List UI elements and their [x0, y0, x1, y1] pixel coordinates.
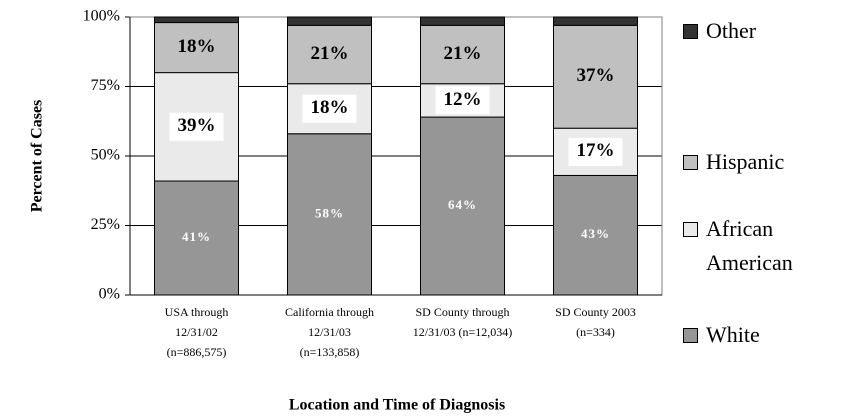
- data-label: 43%: [581, 226, 610, 241]
- x-tick-label: (n=886,575): [167, 345, 227, 359]
- bar-segment: [154, 180, 239, 296]
- legend-label: Other: [706, 18, 757, 43]
- legend-item: Other: [683, 14, 858, 48]
- x-tick-label: 12/31/03 (n=12,034): [413, 325, 512, 339]
- legend-swatch: [683, 24, 698, 39]
- data-label: 64%: [448, 197, 477, 212]
- bar-segment: [553, 16, 638, 26]
- x-tick-label: 12/31/02: [175, 325, 218, 339]
- legend-swatch: [683, 155, 698, 170]
- data-label: 41%: [182, 229, 211, 244]
- y-axis-title: Percent of Cases: [29, 100, 46, 213]
- data-label: 21%: [444, 43, 482, 64]
- data-label: 58%: [315, 205, 344, 220]
- data-label: 39%: [178, 115, 216, 136]
- legend-swatch: [683, 328, 698, 343]
- label-box: [568, 137, 623, 166]
- x-tick-label: (n=334): [576, 325, 615, 339]
- x-tick-label: USA through: [165, 305, 229, 319]
- x-tick-label: SD County through: [415, 305, 509, 319]
- data-label: 17%: [577, 140, 615, 161]
- bar-segment: [420, 24, 505, 85]
- y-tick-label: 50%: [91, 147, 120, 164]
- legend-label: African American: [706, 216, 793, 275]
- y-tick-label: 75%: [91, 77, 120, 94]
- x-tick-label: 12/31/03: [308, 325, 351, 339]
- x-tick-label: (n=133,858): [300, 345, 360, 359]
- data-label: 12%: [444, 89, 482, 110]
- legend-label: Hispanic: [706, 149, 785, 174]
- y-tick-label: 100%: [83, 8, 120, 25]
- legend-item: Hispanic: [683, 145, 858, 179]
- data-label: 18%: [311, 97, 349, 118]
- bar-segment: [420, 116, 505, 296]
- legend-item: African American: [683, 212, 858, 280]
- label-box: [169, 112, 224, 141]
- legend-swatch: [683, 222, 698, 237]
- bar-segment: [287, 133, 372, 296]
- bar-segment: [553, 174, 638, 296]
- x-axis-title: Location and Time of Diagnosis: [289, 397, 505, 414]
- y-tick-label: 0%: [99, 286, 120, 303]
- label-box: [435, 86, 490, 115]
- bar-segment: [154, 16, 239, 24]
- data-label: 21%: [311, 43, 349, 64]
- y-tick-label: 25%: [91, 216, 120, 233]
- x-tick-label: California through: [285, 305, 374, 319]
- data-label: 37%: [577, 65, 615, 86]
- legend-item: White: [683, 318, 858, 352]
- bar-segment: [287, 16, 372, 26]
- x-tick-label: SD County 2003: [555, 305, 636, 319]
- legend-label: White: [706, 322, 760, 347]
- label-box: [302, 94, 357, 123]
- data-label: 18%: [178, 36, 216, 57]
- bar-segment: [420, 16, 505, 26]
